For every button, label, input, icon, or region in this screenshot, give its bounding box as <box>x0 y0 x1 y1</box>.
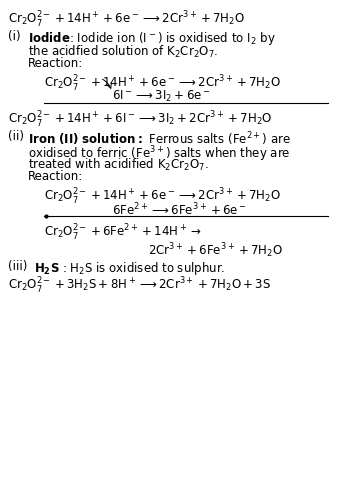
Text: oxidised to ferric (Fe$^{3+}$) salts when they are: oxidised to ferric (Fe$^{3+}$) salts whe… <box>28 144 291 164</box>
Text: $\mathrm{2Cr^{3+}+6Fe^{3+}+7H_2O}$: $\mathrm{2Cr^{3+}+6Fe^{3+}+7H_2O}$ <box>148 241 283 260</box>
Text: $\mathrm{Cr_2O_7^{2-}+14H^++6e^-\longrightarrow 2Cr^{3+}+7H_2O}$: $\mathrm{Cr_2O_7^{2-}+14H^++6e^-\longrig… <box>44 74 281 94</box>
Text: (ii): (ii) <box>8 130 24 143</box>
Text: $\mathrm{Cr_2O_7^{2-}+6Fe^{2+}+14H^+\rightarrow}$: $\mathrm{Cr_2O_7^{2-}+6Fe^{2+}+14H^+\rig… <box>44 223 202 243</box>
Text: $\mathbf{H_2S}$ : H$_2$S is oxidised to sulphur.: $\mathbf{H_2S}$ : H$_2$S is oxidised to … <box>34 260 226 277</box>
Text: (i): (i) <box>8 30 21 43</box>
Text: (iii): (iii) <box>8 260 28 273</box>
Text: $\mathrm{6Fe^{2+}\longrightarrow 6Fe^{3+}+6e^-}$: $\mathrm{6Fe^{2+}\longrightarrow 6Fe^{3+… <box>112 202 247 219</box>
Text: $\mathrm{Cr_2O_7^{2-}+14H^++6e^-\longrightarrow 2Cr^{3+}+7H_2O}$: $\mathrm{Cr_2O_7^{2-}+14H^++6e^-\longrig… <box>44 187 281 207</box>
Text: $\mathrm{6I^-\longrightarrow 3I_2+6e^-}$: $\mathrm{6I^-\longrightarrow 3I_2+6e^-}$ <box>112 89 211 104</box>
Text: Reaction:: Reaction: <box>28 57 83 70</box>
Text: $\mathbf{Iron\ (II)\ solution:}$ Ferrous salts (Fe$^{2+}$) are: $\mathbf{Iron\ (II)\ solution:}$ Ferrous… <box>28 130 291 148</box>
Text: $\mathrm{Cr_2O_7^{2-}+3H_2S+8H^+\longrightarrow 2Cr^{3+}+7H_2O+3S}$: $\mathrm{Cr_2O_7^{2-}+3H_2S+8H^+\longrig… <box>8 276 271 296</box>
Text: the acidfied solution of K$_2$Cr$_2$O$_7$.: the acidfied solution of K$_2$Cr$_2$O$_7… <box>28 44 218 60</box>
Text: Reaction:: Reaction: <box>28 170 83 183</box>
Text: $\mathrm{Cr_2O_7^{2-}+14H^++6I^-\longrightarrow 3I_2+2Cr^{3+}+7H_2O}$: $\mathrm{Cr_2O_7^{2-}+14H^++6I^-\longrig… <box>8 110 272 130</box>
Text: $\mathrm{Cr_2O_7^{2-}+14H^++6e^-\longrightarrow 2Cr^{3+}+7H_2O}$: $\mathrm{Cr_2O_7^{2-}+14H^++6e^-\longrig… <box>8 10 245 30</box>
Text: treated with acidified K$_2$Cr$_2$O$_7$.: treated with acidified K$_2$Cr$_2$O$_7$. <box>28 157 209 173</box>
Text: $\mathbf{Iodide}$: Iodide ion (I$^-$) is oxidised to I$_2$ by: $\mathbf{Iodide}$: Iodide ion (I$^-$) is… <box>28 30 276 47</box>
